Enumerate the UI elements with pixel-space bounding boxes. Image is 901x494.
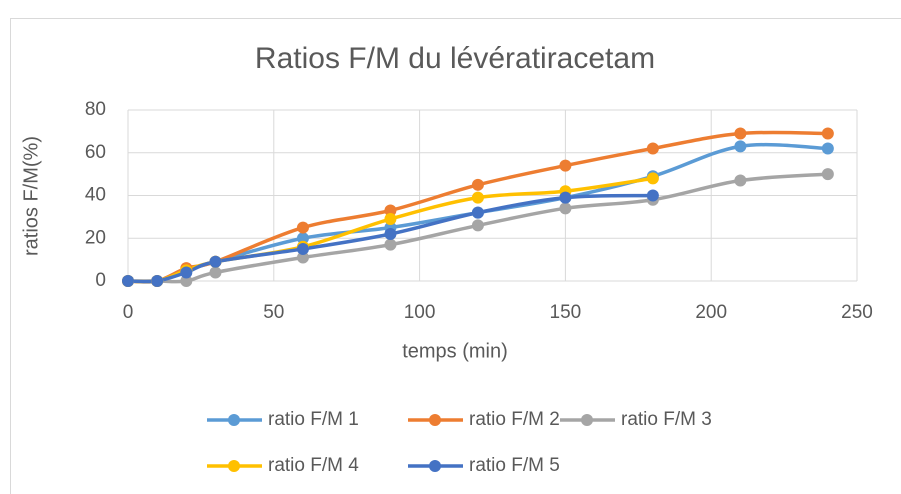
data-point bbox=[296, 232, 309, 245]
legend-marker bbox=[429, 460, 441, 472]
y-tick-label: 80 bbox=[85, 99, 106, 120]
data-point bbox=[384, 227, 397, 240]
data-point bbox=[471, 191, 484, 204]
data-point bbox=[384, 204, 397, 217]
y-axis-label: ratios F/M(%) bbox=[20, 136, 42, 256]
y-tick-label: 0 bbox=[95, 270, 106, 291]
data-point bbox=[384, 213, 397, 226]
data-point bbox=[471, 178, 484, 191]
x-tick-label: 250 bbox=[841, 302, 873, 323]
y-tick-label: 20 bbox=[85, 227, 106, 248]
data-point bbox=[180, 266, 193, 279]
x-axis-label: temps (min) bbox=[402, 340, 508, 362]
x-tick-label: 50 bbox=[263, 302, 284, 323]
data-point bbox=[646, 142, 659, 155]
data-point bbox=[296, 242, 309, 255]
series-line bbox=[127, 193, 653, 284]
data-point bbox=[559, 202, 572, 215]
legend-marker bbox=[429, 414, 441, 426]
chart-frame bbox=[10, 18, 901, 494]
data-point bbox=[209, 255, 222, 268]
data-point bbox=[821, 168, 834, 181]
y-tick-label: 40 bbox=[85, 185, 106, 206]
data-point bbox=[384, 238, 397, 251]
data-point bbox=[559, 191, 572, 204]
data-point bbox=[734, 140, 747, 153]
data-point bbox=[734, 174, 747, 187]
data-point bbox=[471, 219, 484, 232]
legend-label: ratio F/M 5 bbox=[469, 455, 560, 476]
legend-marker bbox=[581, 414, 593, 426]
x-tick-label: 200 bbox=[695, 302, 727, 323]
data-point bbox=[151, 275, 164, 287]
y-tick-label: 60 bbox=[85, 142, 106, 163]
data-point bbox=[209, 266, 222, 279]
data-point bbox=[646, 172, 659, 185]
data-point bbox=[821, 127, 834, 140]
data-point bbox=[821, 142, 834, 155]
data-point bbox=[296, 251, 309, 264]
data-point bbox=[471, 206, 484, 219]
x-tick-label: 0 bbox=[123, 302, 134, 323]
x-tick-label: 100 bbox=[404, 302, 436, 323]
legend-label: ratio F/M 1 bbox=[268, 409, 359, 430]
legend-marker bbox=[228, 460, 240, 472]
legend-label: ratio F/M 2 bbox=[469, 409, 560, 430]
data-point bbox=[296, 221, 309, 234]
data-point bbox=[559, 159, 572, 172]
legend-marker bbox=[228, 414, 240, 426]
data-point bbox=[734, 127, 747, 140]
x-tick-label: 150 bbox=[550, 302, 582, 323]
data-point bbox=[122, 275, 134, 287]
legend-label: ratio F/M 4 bbox=[268, 455, 359, 476]
legend-label: ratio F/M 3 bbox=[621, 409, 712, 430]
data-point bbox=[180, 275, 193, 287]
chart-title: Ratios F/M du lévératiracetam bbox=[255, 42, 655, 75]
data-point bbox=[646, 189, 659, 202]
